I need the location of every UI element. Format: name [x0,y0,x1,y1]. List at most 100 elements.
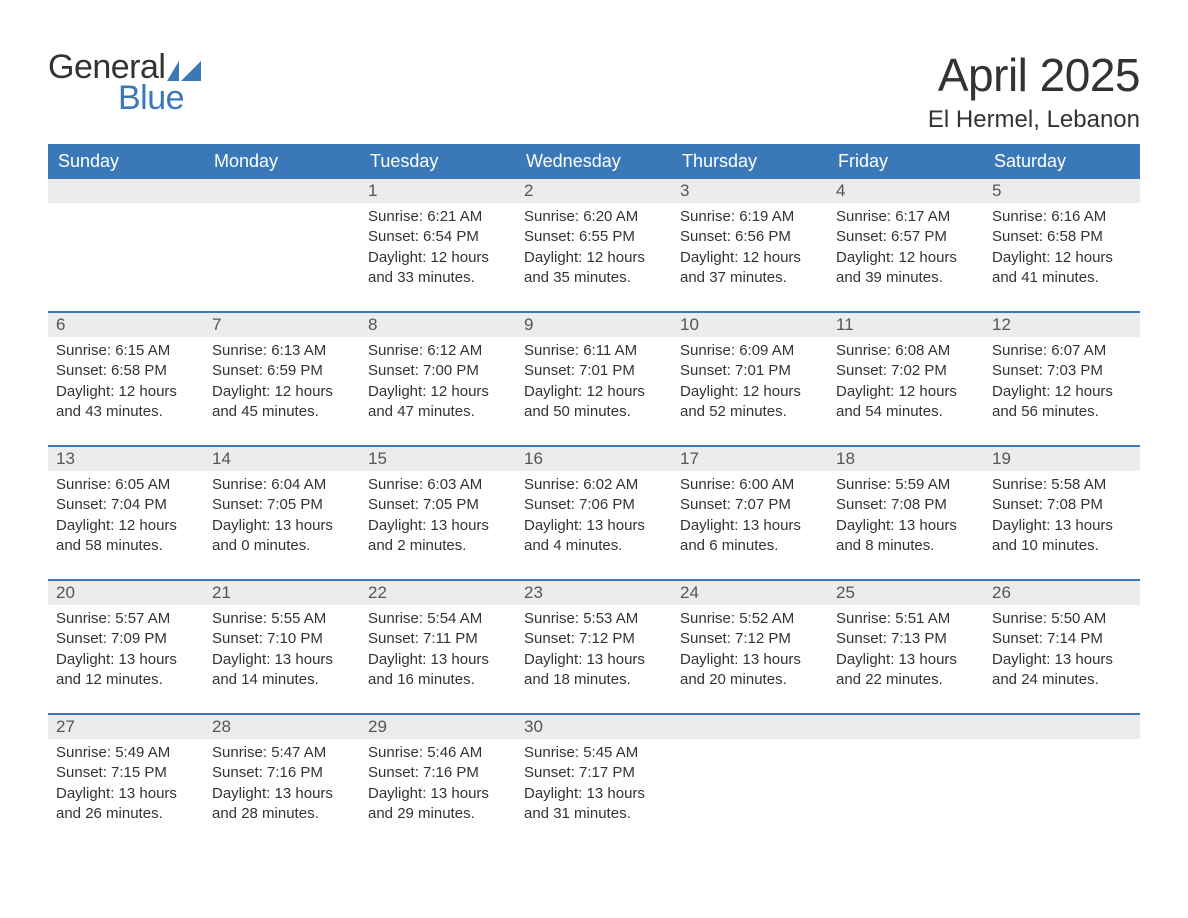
day-number: 20 [48,581,204,605]
day-cell [672,715,828,847]
day-header: Friday [828,144,984,179]
day-body: Sunrise: 5:49 AMSunset: 7:15 PMDaylight:… [48,739,204,830]
day-cell: 17Sunrise: 6:00 AMSunset: 7:07 PMDayligh… [672,447,828,579]
flag-icon [167,61,201,81]
day-line: Sunset: 7:04 PM [56,495,196,515]
day-cell: 22Sunrise: 5:54 AMSunset: 7:11 PMDayligh… [360,581,516,713]
day-line: Sunset: 7:06 PM [524,495,664,515]
day-body: Sunrise: 6:21 AMSunset: 6:54 PMDaylight:… [360,203,516,294]
day-cell: 3Sunrise: 6:19 AMSunset: 6:56 PMDaylight… [672,179,828,311]
day-body: Sunrise: 6:13 AMSunset: 6:59 PMDaylight:… [204,337,360,428]
day-number: 3 [672,179,828,203]
day-number: 8 [360,313,516,337]
day-line: Sunrise: 6:08 AM [836,341,976,361]
day-cell: 19Sunrise: 5:58 AMSunset: 7:08 PMDayligh… [984,447,1140,579]
calendar-header-row: SundayMondayTuesdayWednesdayThursdayFrid… [48,144,1140,179]
week-row: 13Sunrise: 6:05 AMSunset: 7:04 PMDayligh… [48,445,1140,579]
day-line: Daylight: 13 hours and 12 minutes. [56,650,196,691]
day-line: Sunset: 7:08 PM [992,495,1132,515]
day-line: Sunset: 7:05 PM [212,495,352,515]
day-line: Daylight: 13 hours and 18 minutes. [524,650,664,691]
day-cell: 5Sunrise: 6:16 AMSunset: 6:58 PMDaylight… [984,179,1140,311]
day-line: Sunset: 7:01 PM [680,361,820,381]
day-cell: 6Sunrise: 6:15 AMSunset: 6:58 PMDaylight… [48,313,204,445]
day-line: Sunrise: 5:58 AM [992,475,1132,495]
day-line: Sunset: 7:05 PM [368,495,508,515]
day-number [672,715,828,739]
day-number: 26 [984,581,1140,605]
day-body: Sunrise: 5:45 AMSunset: 7:17 PMDaylight:… [516,739,672,830]
day-line: Daylight: 12 hours and 39 minutes. [836,248,976,289]
day-cell: 7Sunrise: 6:13 AMSunset: 6:59 PMDaylight… [204,313,360,445]
day-line: Sunrise: 6:11 AM [524,341,664,361]
day-line: Sunset: 7:16 PM [368,763,508,783]
day-line: Daylight: 12 hours and 33 minutes. [368,248,508,289]
day-number: 18 [828,447,984,471]
day-body: Sunrise: 6:12 AMSunset: 7:00 PMDaylight:… [360,337,516,428]
day-number: 30 [516,715,672,739]
day-line: Sunrise: 6:21 AM [368,207,508,227]
day-line: Sunset: 7:14 PM [992,629,1132,649]
day-line: Daylight: 12 hours and 45 minutes. [212,382,352,423]
day-number: 11 [828,313,984,337]
day-body: Sunrise: 6:03 AMSunset: 7:05 PMDaylight:… [360,471,516,562]
day-number: 16 [516,447,672,471]
week-row: 1Sunrise: 6:21 AMSunset: 6:54 PMDaylight… [48,179,1140,311]
day-cell: 21Sunrise: 5:55 AMSunset: 7:10 PMDayligh… [204,581,360,713]
day-line: Daylight: 12 hours and 47 minutes. [368,382,508,423]
day-number: 27 [48,715,204,739]
day-body: Sunrise: 6:17 AMSunset: 6:57 PMDaylight:… [828,203,984,294]
day-line: Daylight: 13 hours and 29 minutes. [368,784,508,825]
day-line: Sunset: 7:02 PM [836,361,976,381]
day-line: Daylight: 13 hours and 8 minutes. [836,516,976,557]
day-line: Daylight: 13 hours and 24 minutes. [992,650,1132,691]
day-body: Sunrise: 5:54 AMSunset: 7:11 PMDaylight:… [360,605,516,696]
day-number: 9 [516,313,672,337]
day-body: Sunrise: 6:20 AMSunset: 6:55 PMDaylight:… [516,203,672,294]
day-number: 24 [672,581,828,605]
day-cell: 4Sunrise: 6:17 AMSunset: 6:57 PMDaylight… [828,179,984,311]
day-line: Sunset: 7:07 PM [680,495,820,515]
day-line: Sunset: 6:56 PM [680,227,820,247]
day-cell: 24Sunrise: 5:52 AMSunset: 7:12 PMDayligh… [672,581,828,713]
day-line: Sunrise: 5:55 AM [212,609,352,629]
day-line: Daylight: 13 hours and 0 minutes. [212,516,352,557]
day-cell: 18Sunrise: 5:59 AMSunset: 7:08 PMDayligh… [828,447,984,579]
day-body: Sunrise: 6:09 AMSunset: 7:01 PMDaylight:… [672,337,828,428]
day-number: 7 [204,313,360,337]
day-line: Sunset: 7:10 PM [212,629,352,649]
day-body: Sunrise: 5:51 AMSunset: 7:13 PMDaylight:… [828,605,984,696]
day-line: Sunset: 7:17 PM [524,763,664,783]
day-number: 1 [360,179,516,203]
day-line: Daylight: 13 hours and 26 minutes. [56,784,196,825]
day-line: Sunset: 7:09 PM [56,629,196,649]
day-line: Daylight: 13 hours and 6 minutes. [680,516,820,557]
day-number: 15 [360,447,516,471]
day-cell [204,179,360,311]
day-body: Sunrise: 5:47 AMSunset: 7:16 PMDaylight:… [204,739,360,830]
day-line: Sunset: 6:55 PM [524,227,664,247]
day-cell: 13Sunrise: 6:05 AMSunset: 7:04 PMDayligh… [48,447,204,579]
day-number: 14 [204,447,360,471]
day-line: Daylight: 12 hours and 43 minutes. [56,382,196,423]
day-line: Sunrise: 6:17 AM [836,207,976,227]
day-cell: 11Sunrise: 6:08 AMSunset: 7:02 PMDayligh… [828,313,984,445]
day-number: 23 [516,581,672,605]
day-cell: 12Sunrise: 6:07 AMSunset: 7:03 PMDayligh… [984,313,1140,445]
day-line: Daylight: 13 hours and 22 minutes. [836,650,976,691]
day-header: Saturday [984,144,1140,179]
day-cell [984,715,1140,847]
day-cell: 10Sunrise: 6:09 AMSunset: 7:01 PMDayligh… [672,313,828,445]
day-line: Sunrise: 6:13 AM [212,341,352,361]
day-line: Daylight: 13 hours and 10 minutes. [992,516,1132,557]
day-line: Sunrise: 6:19 AM [680,207,820,227]
day-body: Sunrise: 5:53 AMSunset: 7:12 PMDaylight:… [516,605,672,696]
day-line: Sunrise: 6:12 AM [368,341,508,361]
day-body: Sunrise: 6:00 AMSunset: 7:07 PMDaylight:… [672,471,828,562]
day-number: 17 [672,447,828,471]
day-line: Sunrise: 6:02 AM [524,475,664,495]
day-line: Sunrise: 5:57 AM [56,609,196,629]
day-number: 5 [984,179,1140,203]
day-line: Daylight: 12 hours and 56 minutes. [992,382,1132,423]
day-line: Sunset: 7:16 PM [212,763,352,783]
